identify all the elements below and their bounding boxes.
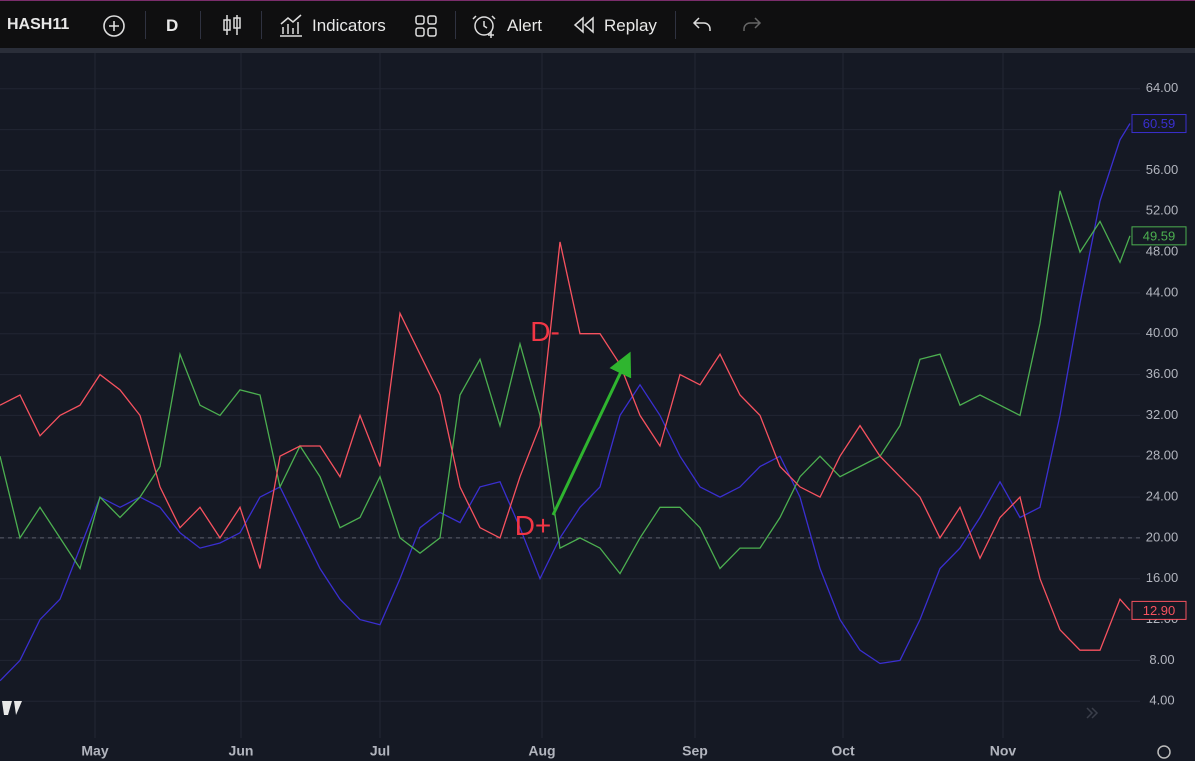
x-tick-label: Oct [831, 743, 855, 759]
trend-arrow [551, 351, 632, 516]
toolbar: HASH11 D Indicators Alert Replay [0, 0, 1195, 48]
last-value-label: 60.59 [1143, 116, 1176, 131]
alert-button[interactable]: Alert [507, 16, 542, 35]
y-tick-label: 48.00 [1146, 244, 1179, 259]
indicators-icon[interactable] [278, 12, 304, 38]
last-value-label: 49.59 [1143, 228, 1176, 243]
toolbar-divider [0, 48, 1195, 53]
separator [261, 11, 262, 39]
series-line [0, 123, 1131, 682]
separator [455, 11, 456, 39]
y-tick-label: 44.00 [1146, 284, 1179, 299]
indicators-button[interactable]: Indicators [312, 16, 386, 35]
x-tick-label: Aug [528, 743, 555, 759]
layout-icon[interactable] [414, 14, 438, 38]
y-tick-label: 64.00 [1146, 80, 1179, 95]
chart: 4.008.0012.0016.0020.0024.0028.0032.0036… [0, 53, 1195, 761]
y-tick-label: 32.00 [1146, 407, 1179, 422]
annotation: D+ [515, 510, 552, 541]
y-tick-label: 24.00 [1146, 489, 1179, 504]
y-tick-label: 52.00 [1146, 203, 1179, 218]
replay-button[interactable]: Replay [604, 16, 657, 35]
replay-icon[interactable] [572, 15, 596, 35]
scroll-icon [1086, 707, 1099, 719]
y-tick-label: 40.00 [1146, 325, 1179, 340]
y-tick-label: 20.00 [1146, 529, 1179, 544]
y-tick-label: 16.00 [1146, 570, 1179, 585]
x-tick-label: Sep [682, 743, 708, 759]
separator [675, 11, 676, 39]
y-tick-label: 4.00 [1149, 693, 1174, 708]
y-tick-label: 8.00 [1149, 652, 1174, 667]
redo-icon[interactable] [740, 15, 762, 35]
series-line [0, 241, 1131, 651]
last-value-box [1131, 114, 1187, 134]
undo-icon[interactable] [692, 15, 714, 35]
chart-type-icon[interactable] [220, 12, 244, 38]
separator [200, 11, 201, 39]
y-tick-label: 28.00 [1146, 448, 1179, 463]
add-symbol-icon[interactable] [101, 13, 127, 39]
last-value-box [1131, 600, 1187, 620]
interval[interactable]: D [166, 16, 179, 35]
last-value-box [1131, 226, 1187, 246]
symbol[interactable]: HASH11 [7, 16, 70, 33]
annotation: D- [530, 316, 560, 347]
settings-icon[interactable] [1157, 745, 1171, 759]
y-tick-label: 36.00 [1146, 366, 1179, 381]
series-line [0, 190, 1131, 575]
x-tick-label: May [81, 743, 108, 759]
alert-icon[interactable] [471, 12, 499, 40]
separator [145, 11, 146, 39]
x-tick-label: Jun [229, 743, 254, 759]
y-tick-label: 56.00 [1146, 162, 1179, 177]
x-tick-label: Nov [990, 743, 1017, 759]
x-tick-label: Jul [370, 743, 390, 759]
logo [2, 701, 22, 715]
plot-background [0, 53, 1195, 761]
last-value-label: 12.90 [1143, 603, 1176, 618]
